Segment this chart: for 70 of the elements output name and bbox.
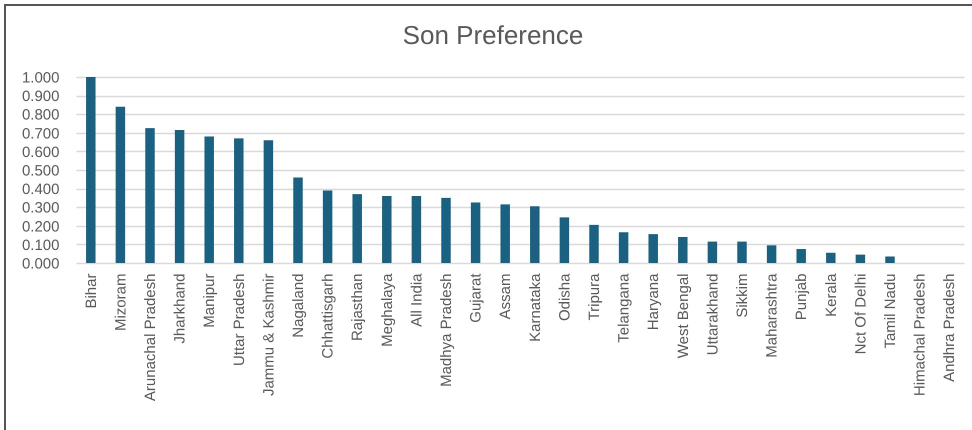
bar: [500, 204, 510, 263]
y-tick-label: 0.400: [22, 181, 60, 198]
bar: [322, 190, 332, 263]
x-tick-label: Andhra Pradesh: [941, 274, 958, 382]
x-tick-label: Uttarakhand: [704, 274, 722, 356]
bar: [560, 217, 570, 263]
x-tick-label: Assam: [497, 274, 514, 320]
x-tick-label: All India: [408, 272, 426, 327]
bar: [174, 130, 184, 263]
x-tick-label: Maharashtra: [764, 272, 781, 358]
bar: [708, 242, 718, 263]
y-tick-label: 0.600: [22, 144, 60, 161]
x-tick-label: Sikkim: [734, 274, 751, 318]
x-tick-label: Uttar Pradesh: [230, 274, 248, 366]
x-tick-label: Odisha: [556, 272, 574, 322]
bar: [382, 196, 392, 263]
bar: [204, 136, 214, 263]
bar: [116, 106, 126, 263]
x-tick-label: Rajasthan: [349, 274, 366, 342]
x-tick-label: Bihar: [82, 274, 100, 309]
x-tick-label: Mizoram: [112, 274, 130, 332]
x-tick-label: Jharkhand: [172, 274, 189, 344]
bar: [293, 177, 303, 263]
bar: [678, 236, 688, 263]
x-tick-label: Nagaland: [290, 274, 307, 338]
y-tick-label: 0.300: [22, 200, 60, 217]
x-tick-label: Himachal Pradesh: [912, 274, 929, 396]
bar: [441, 198, 451, 263]
x-tick-label: Karnataka: [526, 272, 544, 342]
bar: [766, 245, 776, 263]
x-tick-label: Gujarat: [468, 272, 485, 323]
chart-title: Son Preference: [402, 20, 584, 50]
bar: [264, 140, 274, 263]
x-tick-label: Haryana: [645, 272, 662, 330]
y-tick-label: 1.000: [22, 70, 60, 86]
bar: [737, 242, 747, 263]
x-tick-label: Nct Of Delhi: [852, 274, 870, 354]
bar: [796, 249, 806, 263]
x-tick-label: Punjab: [793, 274, 810, 320]
x-tick-label: Chhattisgarh: [320, 274, 337, 359]
x-tick-label: Manipur: [201, 274, 218, 328]
bar: [86, 77, 96, 263]
y-tick-label: 0.200: [22, 218, 60, 236]
x-tick-label: Jammu & Kashmir: [260, 274, 278, 396]
bar: [412, 196, 422, 263]
x-tick-label: Madhya Pradesh: [438, 274, 455, 387]
x-tick-label: Kerala: [822, 272, 840, 317]
bar: [618, 232, 628, 263]
y-tick-label: 0.500: [22, 162, 60, 180]
x-tick-label: Telangana: [616, 272, 633, 343]
bar: [145, 128, 155, 263]
bar: [234, 138, 244, 263]
y-tick-label: 0.900: [22, 88, 60, 106]
x-tick-label: Meghalaya: [378, 272, 396, 347]
bar: [352, 194, 362, 263]
bar: [856, 254, 866, 263]
y-tick-label: 0.800: [22, 106, 60, 124]
x-tick-label: Tamil Nadu: [882, 274, 899, 349]
bar: [530, 206, 540, 263]
y-tick-label: 0.000: [22, 256, 60, 272]
y-tick-label: 0.700: [22, 125, 60, 142]
x-tick-label: Arunachal Pradesh: [142, 274, 159, 402]
bar: [648, 234, 658, 263]
x-tick-label: West Bengal: [674, 274, 692, 358]
bar: [885, 256, 895, 263]
bar: [470, 202, 480, 263]
y-tick-label: 0.100: [22, 236, 60, 254]
bar: [826, 252, 836, 263]
x-tick-label: Tripura: [586, 272, 603, 320]
bar: [589, 224, 599, 263]
